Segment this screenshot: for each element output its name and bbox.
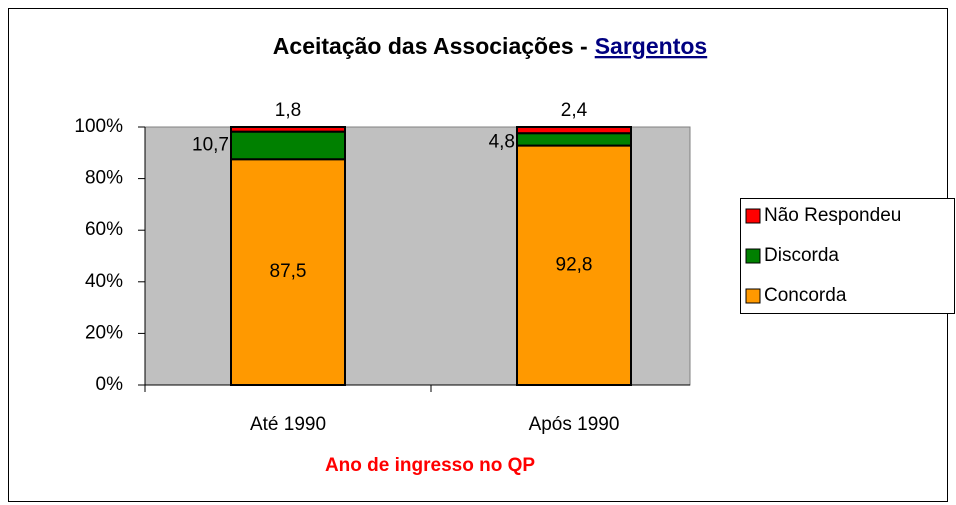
value-label: 1,8 xyxy=(275,100,301,121)
bar-segment xyxy=(230,158,346,386)
value-label: 10,7 xyxy=(192,134,229,155)
y-tick-label: 0% xyxy=(96,374,124,395)
legend-swatch xyxy=(745,288,761,304)
x-axis-label: Ano de ingresso no QP xyxy=(325,455,535,476)
value-label: 2,4 xyxy=(561,100,588,121)
bar-segment xyxy=(230,130,346,161)
y-tick-label: 100% xyxy=(74,116,123,137)
x-tick-label: Até 1990 xyxy=(250,414,326,435)
chart-title: Aceitação das Associações - Sargentos xyxy=(273,33,707,59)
bar-segment xyxy=(516,144,632,386)
bar-segment xyxy=(516,126,632,135)
title-link[interactable]: Sargentos xyxy=(595,33,707,59)
y-tick-label: 20% xyxy=(85,322,123,343)
legend-swatch xyxy=(745,208,761,224)
legend xyxy=(740,198,955,314)
y-tick-label: 60% xyxy=(85,219,123,240)
y-tick-label: 40% xyxy=(85,271,123,292)
x-tick-label: Após 1990 xyxy=(529,414,620,435)
value-label: 87,5 xyxy=(270,261,307,282)
value-label: 4,8 xyxy=(489,131,515,152)
legend-label: Concorda xyxy=(764,285,847,306)
value-label: 92,8 xyxy=(556,254,593,275)
legend-label: Não Respondeu xyxy=(764,205,901,226)
bar-segment xyxy=(516,132,632,147)
legend-swatch xyxy=(745,248,761,264)
legend-label: Discorda xyxy=(764,245,839,266)
bar-segment xyxy=(230,126,346,133)
title-text: Aceitação das Associações - xyxy=(273,33,588,59)
y-tick-label: 80% xyxy=(85,168,123,189)
